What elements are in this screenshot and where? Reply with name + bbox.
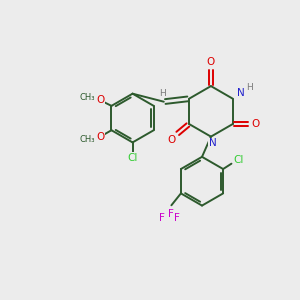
Text: Cl: Cl (233, 155, 244, 165)
Text: O: O (96, 132, 104, 142)
Text: H: H (246, 83, 253, 92)
Text: CH₃: CH₃ (80, 93, 95, 102)
Text: F: F (174, 213, 180, 223)
Text: Cl: Cl (128, 153, 138, 163)
Text: F: F (168, 208, 174, 219)
Text: H: H (159, 89, 166, 98)
Text: CH₃: CH₃ (80, 135, 95, 144)
Text: O: O (252, 119, 260, 129)
Text: O: O (207, 57, 215, 67)
Text: O: O (167, 135, 175, 145)
Text: N: N (208, 138, 216, 148)
Text: N: N (237, 88, 245, 98)
Text: O: O (96, 95, 104, 105)
Text: F: F (159, 213, 165, 223)
